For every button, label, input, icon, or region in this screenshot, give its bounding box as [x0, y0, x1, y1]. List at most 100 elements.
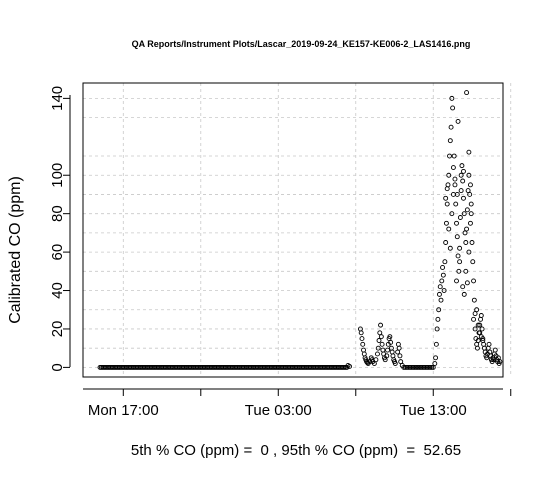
data-point: [412, 364, 418, 370]
data-point: [468, 201, 474, 207]
x-tick-label: Tue 03:00: [245, 402, 312, 419]
data-point: [380, 347, 386, 353]
data-point: [447, 138, 453, 144]
data-point: [469, 240, 475, 245]
data-point: [429, 364, 435, 370]
y-tick-label: 60: [49, 244, 66, 261]
data-point: [446, 172, 452, 178]
data-point: [446, 226, 452, 232]
data-point: [443, 195, 449, 201]
data-point: [474, 345, 480, 351]
data-point: [458, 172, 464, 178]
data-point: [454, 278, 459, 284]
data-point: [464, 90, 470, 96]
data-point: [410, 364, 416, 370]
data-point: [471, 316, 476, 322]
data-point: [471, 278, 476, 284]
data-point: [424, 364, 430, 370]
data-point: [444, 201, 450, 207]
data-point: [436, 307, 442, 313]
data-point: [464, 207, 470, 213]
data-point: [433, 355, 439, 361]
data-point: [464, 280, 470, 286]
data-point: [457, 245, 463, 251]
data-point: [447, 153, 452, 159]
data-point: [492, 347, 498, 353]
chart-title: QA Reports/Instrument Plots/Lascar_2019-…: [132, 39, 471, 49]
data-point: [377, 330, 383, 336]
data-point: [388, 339, 394, 345]
x-tick-label: Tue 13:00: [400, 402, 467, 419]
data-point: [439, 278, 445, 284]
data-point: [478, 316, 483, 322]
data-point: [433, 341, 439, 347]
data-point: [432, 361, 438, 366]
data-point: [497, 359, 503, 365]
data-point: [440, 265, 446, 270]
data-point: [444, 186, 450, 192]
data-point: [454, 220, 459, 226]
plot-frame: [82, 82, 504, 378]
data-point: [423, 364, 428, 370]
y-axis-title: Calibrated CO (ppm): [7, 176, 24, 324]
data-point: [461, 168, 466, 174]
data-point: [479, 326, 485, 332]
data-point: [389, 349, 395, 355]
data-point: [468, 182, 473, 188]
data-point: [438, 297, 444, 303]
data-point: [426, 364, 432, 370]
x-axis: Mon 17:00 Tue 03:00 Tue 13:00: [83, 388, 512, 419]
data-point: [416, 364, 422, 370]
data-point: [402, 364, 408, 370]
data-point: [445, 182, 451, 188]
data-point: [359, 336, 365, 342]
data-point: [449, 211, 455, 217]
data-point: [472, 326, 478, 332]
data-point: [454, 191, 460, 197]
data-point: [397, 353, 403, 359]
data-point: [443, 220, 449, 226]
data-point: [466, 149, 472, 155]
data-point: [379, 341, 385, 347]
y-tick-label: 100: [49, 163, 66, 188]
data-point: [450, 191, 456, 197]
data-point: [441, 288, 447, 293]
data-point: [463, 268, 469, 274]
x-tick-label: Mon 17:00: [88, 402, 159, 419]
data-point: [378, 322, 384, 328]
data-point: [448, 124, 454, 130]
data-point: [456, 268, 462, 274]
data-point: [455, 253, 461, 259]
data-point: [452, 176, 458, 182]
data-point: [421, 364, 427, 370]
data-point: [471, 297, 477, 303]
data-point: [375, 351, 380, 357]
data-point: [457, 215, 463, 220]
data-point: [475, 338, 481, 343]
data-point: [486, 341, 492, 347]
data-point: [406, 364, 411, 370]
data-point: [437, 284, 443, 290]
data-point: [460, 178, 466, 184]
data-point: [364, 360, 370, 366]
data-point: [404, 364, 410, 370]
data-point: [470, 259, 476, 265]
data-point: [468, 220, 473, 226]
data-point: [361, 351, 367, 357]
data-point: [450, 105, 456, 111]
y-tick-label: 40: [49, 282, 66, 299]
data-point: [375, 345, 381, 351]
data-point: [449, 95, 455, 101]
data-point: [384, 353, 390, 359]
data-point: [460, 284, 466, 290]
data-point: [407, 364, 413, 370]
data-point: [480, 338, 486, 343]
y-tick-label: 80: [49, 205, 66, 222]
data-point: [468, 211, 474, 217]
data-point: [455, 118, 461, 124]
data-point: [453, 201, 459, 207]
data-point: [396, 345, 402, 351]
data-point: [413, 364, 419, 370]
data-point: [466, 249, 472, 255]
